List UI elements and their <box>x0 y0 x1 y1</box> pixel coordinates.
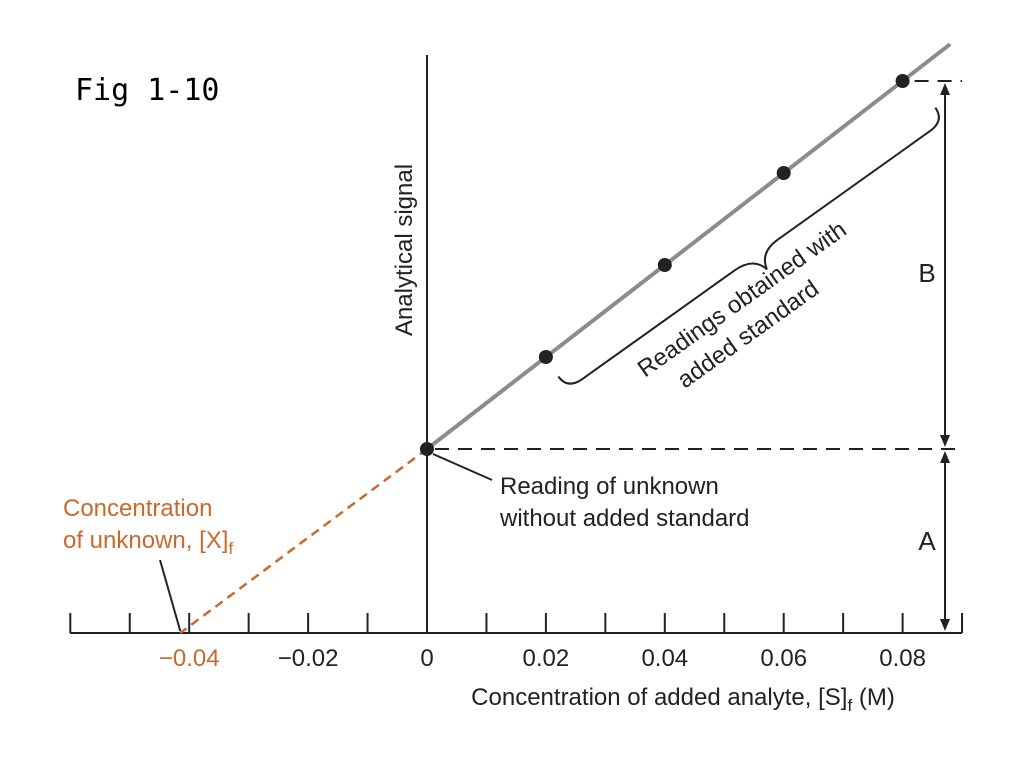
data-point <box>657 258 672 272</box>
data-point <box>776 166 791 180</box>
x-tick-label: −0.02 <box>278 645 339 672</box>
x-tick-label: 0.08 <box>879 645 926 672</box>
series-layer <box>179 42 952 635</box>
x-tick-label: 0.04 <box>641 645 688 672</box>
x-tick-label: 0 <box>420 645 433 672</box>
x-tick-label: 0.02 <box>523 645 570 672</box>
dimension-b-arrow-head-bottom <box>940 435 950 447</box>
dimension-b-arrow-head-top <box>940 83 950 95</box>
data-point <box>538 350 553 364</box>
dimension-b-label: B <box>918 258 935 288</box>
y-axis: Analytical signal <box>391 55 428 633</box>
concentration-unknown-line1: Concentration <box>63 495 212 522</box>
x-tick-label: −0.04 <box>159 645 220 672</box>
dimension-a-arrow-head-bottom <box>940 619 950 631</box>
data-point <box>420 442 434 456</box>
dimension-a-arrow-head-top <box>940 451 950 463</box>
x-tick-label: 0.06 <box>760 645 807 672</box>
brace-path <box>557 107 940 385</box>
unknown-reading-label-line2: without added standard <box>499 505 750 532</box>
concentration-unknown-leader <box>159 559 182 632</box>
measured-series-line <box>425 42 952 451</box>
unknown-reading-leader <box>432 453 493 481</box>
dimension-a-label: A <box>918 526 936 556</box>
added-standard-brace <box>557 107 940 385</box>
x-axis: −0.04 −0.02 0 0.02 0.04 0.06 0.08 Concentration… <box>69 613 964 715</box>
guide-lines <box>435 80 962 450</box>
x-axis-title: Concentration of added analyte, [S]f (M) <box>471 684 895 715</box>
annotation-layer: B A Reading of unknown without added standa… <box>63 83 950 632</box>
concentration-unknown-line2: of unknown, [X]f <box>63 527 233 558</box>
figure-label: Fig 1-10 <box>75 73 220 108</box>
data-point <box>895 74 910 88</box>
extrapolation-line <box>179 447 428 635</box>
unknown-reading-label-line1: Reading of unknown <box>500 473 719 500</box>
y-axis-title: Analytical signal <box>391 164 418 336</box>
